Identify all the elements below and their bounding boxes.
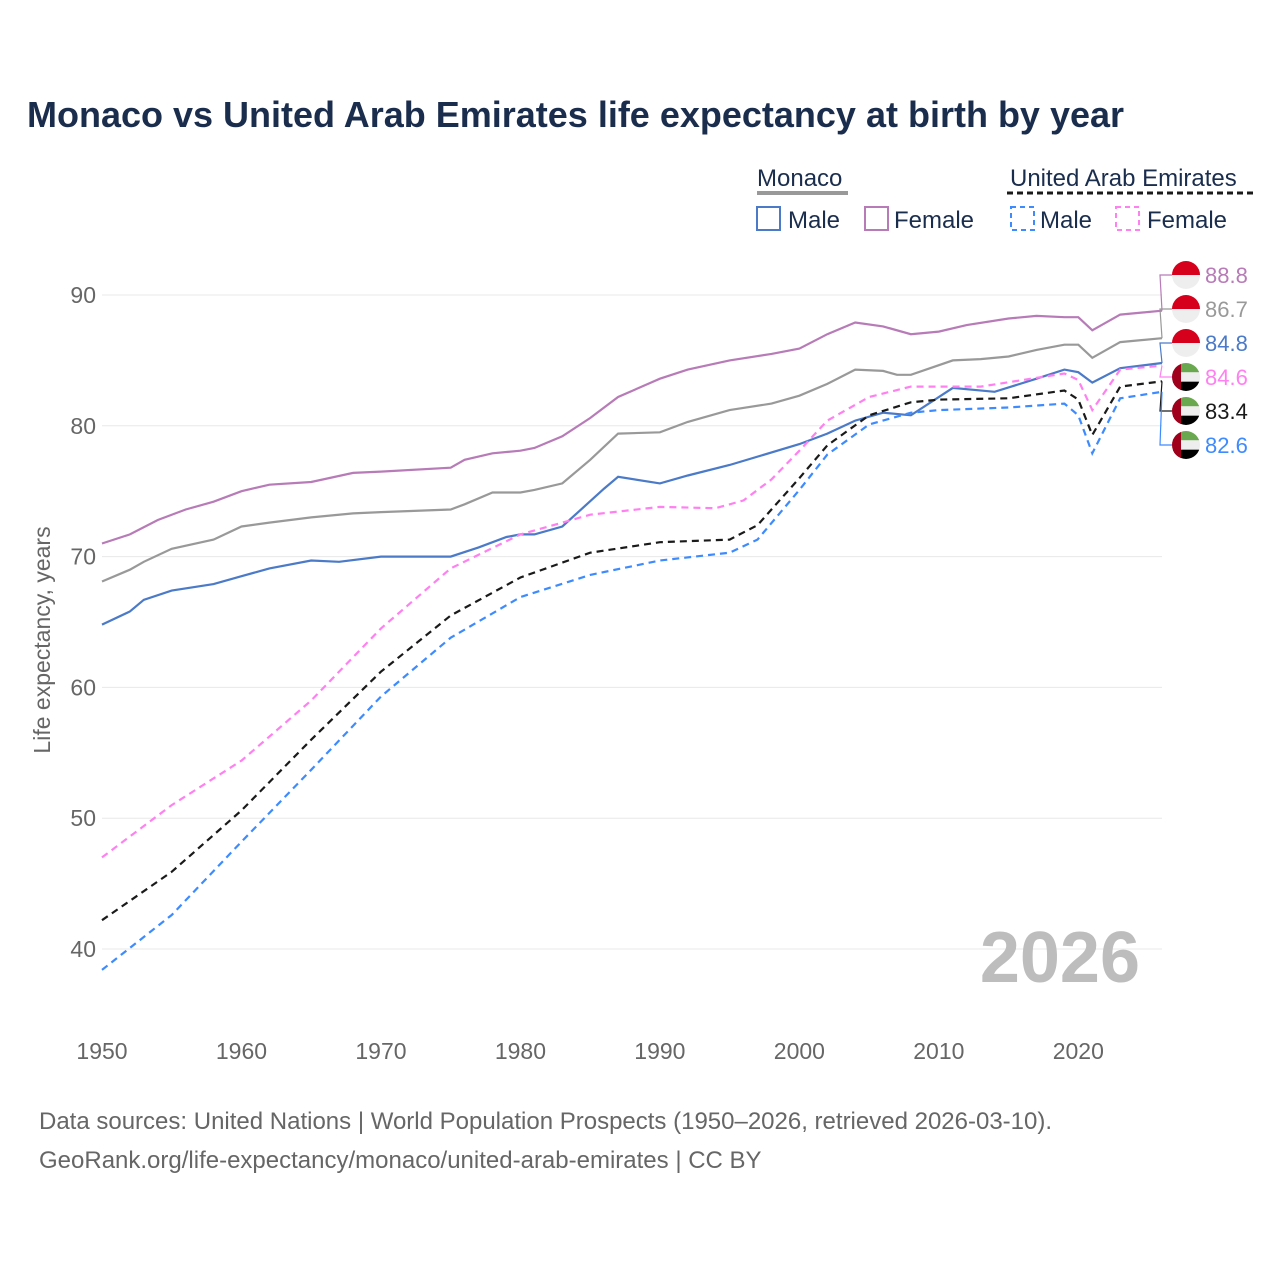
label-connector [1159,342,1172,364]
x-tick-label: 1980 [495,1038,546,1064]
flag-red [1172,431,1181,459]
label-connector [1159,365,1172,378]
legend-group-uae: United Arab Emirates [1010,165,1237,192]
flag-body [1172,363,1200,391]
series-line-monaco-female [101,309,1163,545]
year-watermark: 2026 [980,918,1140,998]
y-tick-label: 40 [70,936,96,962]
flag-body [1172,261,1200,289]
flag-green [1172,397,1200,407]
flag-white [1172,440,1200,450]
flag-black [1172,381,1200,391]
legend-uae-male[interactable]: Male [1040,207,1092,234]
series-line-united-arab-emirates-male [101,390,1163,971]
y-axis-label: Life expectancy, years [29,526,55,753]
x-tick-label: 2010 [913,1038,964,1064]
legend-monaco-female[interactable]: Female [894,207,974,234]
x-tick-label: 1950 [76,1038,127,1064]
legend-uae-female[interactable]: Female [1147,207,1227,234]
flag-red [1172,397,1181,425]
flag-black [1172,449,1200,459]
end-value-label: 88.8 [1205,263,1248,288]
flag-green [1172,431,1200,441]
series-line-monaco [101,337,1163,583]
x-tick-label: 2020 [1053,1038,1104,1064]
end-value-label: 83.4 [1205,399,1248,424]
flag-body [1172,397,1200,425]
end-value-label: 84.8 [1205,331,1248,356]
flag-white [1172,309,1200,323]
legend-swatch-uae-female [1115,206,1140,231]
chart-title: Monaco vs United Arab Emirates life expe… [27,94,1125,135]
flag-body [1172,295,1200,323]
legend-swatch-uae-male [1010,206,1035,231]
y-tick-label: 60 [70,674,96,700]
label-connector [1159,274,1172,311]
legend-group-monaco: Monaco [757,165,842,192]
flag-white [1172,275,1200,289]
flag-white [1172,406,1200,416]
label-connector [1159,391,1172,446]
x-tick-label: 1970 [355,1038,406,1064]
y-tick-label: 90 [70,282,96,308]
x-tick-label: 1990 [634,1038,685,1064]
uae-flag-icon [1172,363,1200,391]
end-value-label: 84.6 [1205,365,1248,390]
monaco-flag-icon [1172,329,1200,357]
uae-flag-icon [1172,431,1200,459]
legend-swatch-monaco-male [756,206,781,231]
legend-monaco-male[interactable]: Male [788,207,840,234]
end-value-label: 82.6 [1205,433,1248,458]
flag-white [1172,372,1200,382]
flag-black [1172,415,1200,425]
flag-body [1172,431,1200,459]
flag-red [1172,261,1200,275]
footer-sources: Data sources: United Nations | World Pop… [39,1108,1053,1135]
flag-green [1172,363,1200,373]
flag-red [1172,363,1181,391]
flag-red [1172,295,1200,309]
end-value-label: 86.7 [1205,297,1248,322]
x-tick-label: 2000 [774,1038,825,1064]
x-tick-label: 1960 [216,1038,267,1064]
legend-swatch-monaco-female [864,206,889,231]
y-tick-label: 70 [70,544,96,570]
flag-red [1172,329,1200,343]
monaco-flag-icon [1172,261,1200,289]
flag-white [1172,343,1200,357]
y-tick-label: 50 [70,805,96,831]
label-connector [1159,381,1172,412]
footer-link[interactable]: GeoRank.org/life-expectancy/monaco/unite… [39,1147,762,1174]
series-line-monaco-male [101,361,1163,626]
series-line-united-arab-emirates [101,380,1163,922]
legend: Monaco United Arab Emirates Male Female … [756,165,1254,234]
flag-body [1172,329,1200,357]
label-connector [1159,308,1172,339]
monaco-flag-icon [1172,295,1200,323]
series-line-united-arab-emirates-female [101,364,1163,859]
uae-flag-icon [1172,397,1200,425]
y-tick-label: 80 [70,413,96,439]
